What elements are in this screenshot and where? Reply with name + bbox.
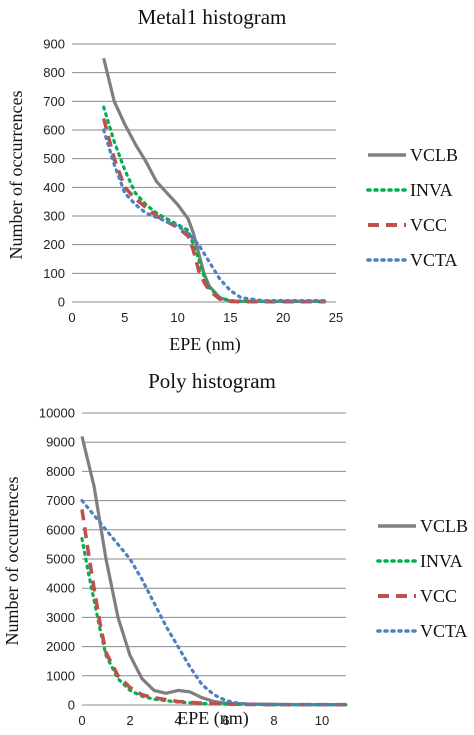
series-line-vclb xyxy=(80,436,346,707)
series-line-vclb xyxy=(102,57,326,303)
y-tick-label: 2000 xyxy=(46,639,75,654)
y-tick-label: 10000 xyxy=(39,406,75,421)
y-tick-label: 700 xyxy=(43,94,65,109)
x-tick-label: 5 xyxy=(121,310,128,325)
series-lines xyxy=(80,436,348,707)
x-axis-label: EPE (nm) xyxy=(169,334,241,355)
y-tick-label: 7000 xyxy=(46,493,75,508)
series-line-vcta xyxy=(80,499,348,707)
tick-labels: 0 100 200 300 400 500 600 700 800 900 0 5 10 15 20 25 xyxy=(43,37,343,326)
legend-label-vcc: VCC xyxy=(420,586,457,606)
y-tick-label: 5000 xyxy=(46,552,75,567)
legend-label-vclb: VCLB xyxy=(420,516,468,536)
x-tick-label: 20 xyxy=(276,310,290,325)
tick-labels: 0100020003000400050006000700080009000100… xyxy=(39,406,329,729)
y-tick-label: 300 xyxy=(43,209,65,224)
x-tick-label: 10 xyxy=(315,713,329,728)
x-axis-label: EPE (nm) xyxy=(177,708,249,729)
series-line-vcc xyxy=(80,509,346,707)
y-tick-label: 0 xyxy=(58,295,65,310)
y-axis-label: Number of occurrences xyxy=(6,91,26,260)
legend: VCLB INVA VCC VCTA xyxy=(376,516,468,641)
x-tick-label: 10 xyxy=(170,310,184,325)
y-tick-label: 3000 xyxy=(46,610,75,625)
x-tick-label: 8 xyxy=(270,713,277,728)
y-tick-label: 200 xyxy=(43,237,65,252)
y-tick-label: 4000 xyxy=(46,581,75,596)
legend-label-vcta: VCTA xyxy=(420,621,468,641)
x-tick-label: 0 xyxy=(78,713,85,728)
x-tick-label: 2 xyxy=(126,713,133,728)
poly-histogram-chart: Poly histogram Number of occurrences EPE… xyxy=(2,369,468,729)
series-line-inva xyxy=(80,536,348,707)
y-tick-label: 8000 xyxy=(46,464,75,479)
y-tick-label: 9000 xyxy=(46,435,75,450)
y-tick-label: 100 xyxy=(43,266,65,281)
x-tick-label: 4 xyxy=(174,713,181,728)
series-lines xyxy=(101,57,327,304)
legend: VCLB INVA VCC VCTA xyxy=(366,145,458,270)
y-tick-label: 400 xyxy=(43,180,65,195)
gridlines xyxy=(72,43,336,303)
x-tick-label: 15 xyxy=(223,310,237,325)
legend-label-vcta: VCTA xyxy=(410,250,458,270)
legend-label-vclb: VCLB xyxy=(410,145,458,165)
series-line-vcta xyxy=(102,128,327,303)
y-tick-label: 500 xyxy=(43,151,65,166)
y-tick-label: 0 xyxy=(68,698,75,713)
legend-label-inva: INVA xyxy=(410,180,453,200)
y-tick-label: 600 xyxy=(43,123,65,138)
chart-title: Poly histogram xyxy=(148,369,276,393)
y-tick-label: 1000 xyxy=(46,668,75,683)
legend-label-inva: INVA xyxy=(420,551,463,571)
x-tick-label: 25 xyxy=(329,310,343,325)
y-tick-label: 6000 xyxy=(46,522,75,537)
metal1-histogram-chart: Metal1 histogram Number of occurrences E… xyxy=(6,5,458,355)
y-tick-label: 800 xyxy=(43,65,65,80)
y-tick-label: 900 xyxy=(43,37,65,52)
chart-title: Metal1 histogram xyxy=(138,5,287,29)
y-axis-label: Number of occurrences xyxy=(2,477,22,646)
legend-label-vcc: VCC xyxy=(410,215,447,235)
gridlines xyxy=(82,412,346,706)
x-tick-label: 6 xyxy=(222,713,229,728)
x-tick-label: 0 xyxy=(68,310,75,325)
